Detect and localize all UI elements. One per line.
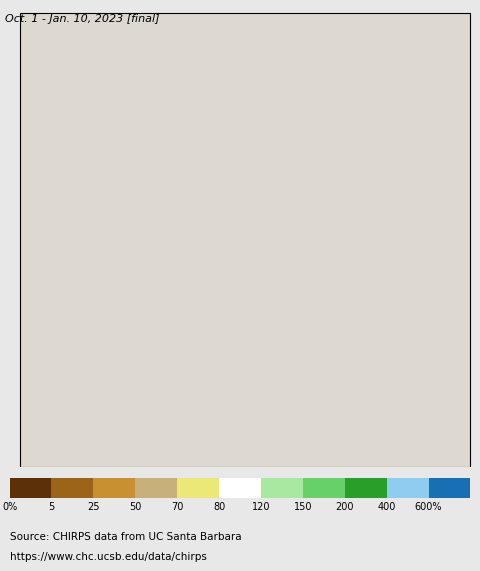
Bar [51, 478, 94, 498]
Text: 200: 200 [336, 502, 354, 512]
Text: 50: 50 [129, 502, 142, 512]
Text: Source: CHIRPS data from UC Santa Barbara: Source: CHIRPS data from UC Santa Barbar… [10, 532, 241, 542]
Text: https://www.chc.ucsb.edu/data/chirps: https://www.chc.ucsb.edu/data/chirps [10, 552, 206, 562]
Bar [94, 478, 135, 498]
Bar [345, 478, 386, 498]
Text: 0%: 0% [2, 502, 17, 512]
Text: 150: 150 [294, 502, 312, 512]
Bar [177, 478, 219, 498]
Bar [261, 478, 303, 498]
Bar [386, 478, 429, 498]
Text: 70: 70 [171, 502, 183, 512]
Bar [135, 478, 177, 498]
Bar [303, 478, 345, 498]
Text: 600%: 600% [415, 502, 442, 512]
Text: Oct. 1 - Jan. 10, 2023 [final]: Oct. 1 - Jan. 10, 2023 [final] [5, 14, 159, 24]
Bar [429, 478, 470, 498]
Text: 400: 400 [377, 502, 396, 512]
Text: 80: 80 [213, 502, 225, 512]
Text: 5: 5 [48, 502, 55, 512]
Bar [10, 478, 51, 498]
Text: 120: 120 [252, 502, 270, 512]
Bar [219, 478, 261, 498]
Text: 25: 25 [87, 502, 100, 512]
